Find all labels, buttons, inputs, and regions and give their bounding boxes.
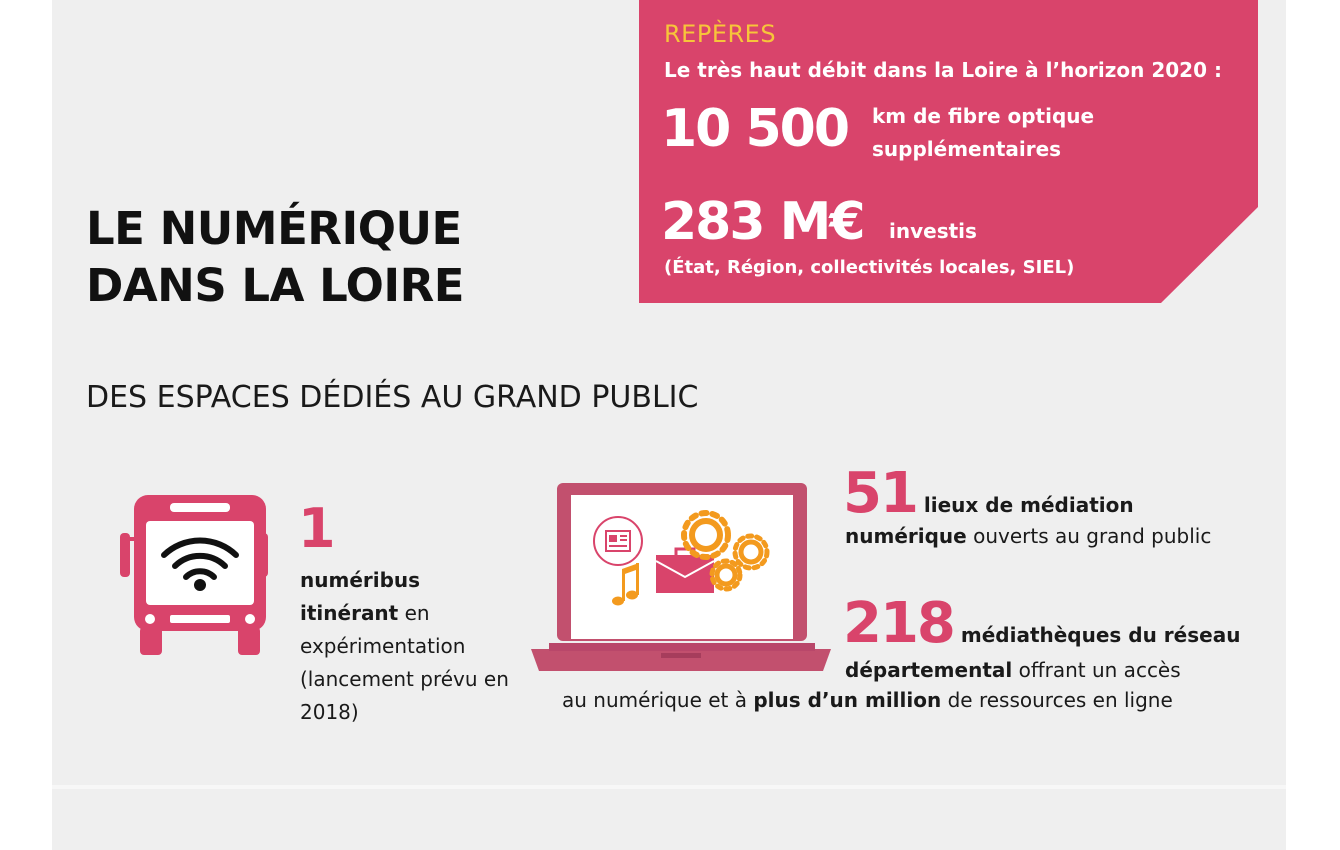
- music-note-icon: [612, 563, 639, 606]
- invest-note: (État, Région, collectivités locales, SI…: [664, 257, 1075, 278]
- bus-icon: [120, 495, 268, 655]
- fibre-label-line1: km de fibre optique: [872, 104, 1095, 128]
- numeribus-text: en expérimentation (lancement prévu en 2…: [300, 601, 509, 724]
- fibre-label: km de fibre optique supplémentaires: [872, 100, 1094, 166]
- mediatheques-line3-bold: plus d’un million: [753, 688, 942, 712]
- invest-value: 283 M€: [661, 192, 866, 252]
- numeribus-bold: numéribus itinérant: [300, 568, 421, 625]
- reperes-background: [639, 0, 1258, 303]
- mediatheques-value: 218: [843, 591, 956, 656]
- section-title: DES ESPACES DÉDIÉS AU GRAND PUBLIC: [86, 380, 699, 415]
- mediation-value: 51: [843, 461, 919, 526]
- panel-divider: [52, 785, 1286, 789]
- briefcase-icon: [655, 547, 715, 593]
- page-title-line1: LE NUMÉRIQUE: [86, 202, 462, 255]
- wifi-icon: [161, 537, 239, 580]
- reperes-intro: Le très haut débit dans la Loire à l’hor…: [664, 58, 1222, 82]
- mediation-headline: 51 lieux de médiation: [843, 466, 1134, 522]
- numeribus-description: numéribus itinérant en expérimentation (…: [300, 564, 510, 729]
- mediation-lead: lieux de médiation: [916, 493, 1134, 517]
- mediatheques-line3-post: de ressources en ligne: [941, 688, 1173, 712]
- mediatheques-line3-pre: au numérique et à: [562, 688, 754, 712]
- reperes-box: REPÈRES Le très haut débit dans la Loire…: [639, 0, 1258, 303]
- mediatheques-description: départemental offrant un accès: [845, 658, 1181, 682]
- page-title-line2: DANS LA LOIRE: [86, 259, 465, 312]
- invest-label: investis: [889, 219, 977, 243]
- gear-icon: [681, 510, 770, 592]
- mediation-bold: numérique: [845, 524, 967, 548]
- numeribus-value: 1: [298, 497, 336, 560]
- fibre-label-line2: supplémentaires: [872, 137, 1062, 161]
- mediatheques-lead: médiathèques du réseau: [953, 623, 1241, 647]
- mediation-description: numérique ouverts au grand public: [845, 524, 1211, 548]
- newspaper-icon: [593, 516, 643, 566]
- mediation-text: ouverts au grand public: [966, 524, 1212, 548]
- reperes-label: REPÈRES: [664, 20, 777, 48]
- mediatheques-headline: 218 médiathèques du réseau: [843, 596, 1240, 652]
- mediatheques-description-line3: au numérique et à plus d’un million de r…: [562, 688, 1173, 712]
- page-title: LE NUMÉRIQUE DANS LA LOIRE: [86, 200, 465, 314]
- mediatheques-bold: départemental: [845, 658, 1013, 682]
- laptop-icon: [531, 483, 831, 671]
- mediatheques-text: offrant un accès: [1012, 658, 1181, 682]
- fibre-value: 10 500: [661, 99, 850, 159]
